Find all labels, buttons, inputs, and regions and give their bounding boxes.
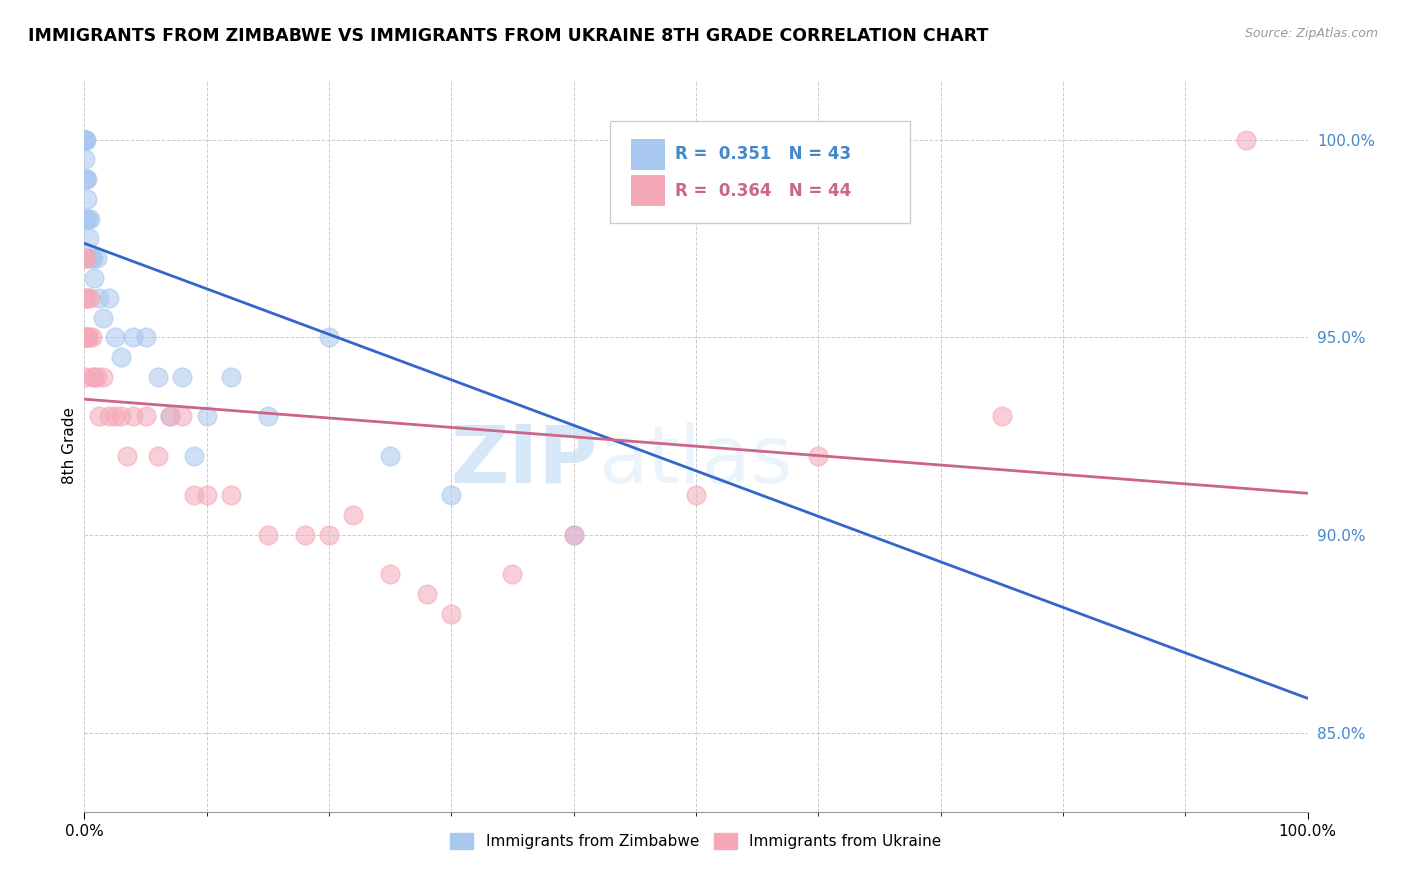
Point: [73, 132, 96, 146]
Point: [562, 528, 585, 542]
Point: [122, 409, 145, 424]
Point: [73, 251, 96, 265]
Point: [73, 369, 96, 384]
Point: [991, 409, 1014, 424]
Point: [146, 449, 169, 463]
Point: [73, 132, 96, 146]
Bar: [631, 139, 665, 169]
Point: [110, 350, 132, 364]
Point: [79, 291, 101, 305]
Point: [159, 409, 181, 424]
Point: [73, 251, 96, 265]
Point: [75, 251, 97, 265]
Point: [685, 488, 707, 502]
Point: [195, 409, 218, 424]
Point: [195, 488, 218, 502]
Point: [76, 211, 98, 226]
Point: [318, 528, 340, 542]
Point: [86, 251, 108, 265]
Point: [73, 172, 96, 186]
Point: [416, 587, 439, 601]
Point: [807, 449, 830, 463]
Point: [87, 291, 110, 305]
Point: [257, 409, 280, 424]
Point: [80, 330, 103, 344]
Point: [86, 369, 108, 384]
Point: [75, 172, 97, 186]
Point: [73, 153, 96, 167]
Point: [183, 488, 205, 502]
Text: Source: ZipAtlas.com: Source: ZipAtlas.com: [1244, 27, 1378, 40]
Point: [502, 567, 524, 582]
Point: [562, 528, 585, 542]
Text: atlas: atlas: [598, 422, 793, 500]
Text: R =  0.351   N = 43: R = 0.351 N = 43: [675, 145, 851, 163]
Point: [77, 211, 100, 226]
Point: [172, 369, 194, 384]
Point: [380, 449, 402, 463]
Point: [172, 409, 194, 424]
Point: [87, 409, 110, 424]
Point: [104, 330, 127, 344]
Point: [77, 251, 100, 265]
Point: [342, 508, 364, 523]
Text: ZIP: ZIP: [451, 422, 598, 500]
Point: [75, 132, 97, 146]
Point: [110, 409, 132, 424]
Point: [73, 132, 96, 146]
Point: [73, 132, 96, 146]
Point: [76, 330, 98, 344]
Point: [440, 488, 463, 502]
Point: [82, 251, 104, 265]
Point: [122, 330, 145, 344]
Point: [83, 271, 105, 285]
Point: [257, 528, 280, 542]
Point: [91, 310, 114, 325]
Point: [440, 607, 463, 621]
Point: [115, 449, 138, 463]
Point: [104, 409, 127, 424]
Point: [318, 330, 340, 344]
Point: [135, 330, 157, 344]
Point: [294, 528, 316, 542]
Point: [97, 409, 120, 424]
Point: [73, 132, 96, 146]
Point: [76, 291, 98, 305]
Point: [83, 369, 105, 384]
Legend: Immigrants from Zimbabwe, Immigrants from Ukraine: Immigrants from Zimbabwe, Immigrants fro…: [444, 827, 948, 855]
Bar: [631, 176, 665, 206]
Point: [73, 132, 96, 146]
Point: [146, 369, 169, 384]
Point: [183, 449, 205, 463]
Point: [97, 291, 120, 305]
Point: [77, 330, 100, 344]
Point: [380, 567, 402, 582]
Point: [76, 172, 98, 186]
Point: [159, 409, 181, 424]
Point: [73, 291, 96, 305]
Point: [80, 251, 103, 265]
Y-axis label: 8th Grade: 8th Grade: [62, 408, 77, 484]
Point: [79, 211, 101, 226]
Point: [1236, 132, 1258, 146]
Point: [77, 231, 100, 245]
Point: [76, 192, 98, 206]
Point: [73, 291, 96, 305]
Point: [75, 211, 97, 226]
Point: [219, 369, 242, 384]
Point: [135, 409, 157, 424]
Point: [747, 132, 769, 146]
Point: [82, 369, 104, 384]
FancyBboxPatch shape: [610, 120, 910, 223]
Point: [91, 369, 114, 384]
Point: [73, 132, 96, 146]
Point: [73, 330, 96, 344]
Point: [219, 488, 242, 502]
Text: R =  0.364   N = 44: R = 0.364 N = 44: [675, 182, 852, 200]
Text: IMMIGRANTS FROM ZIMBABWE VS IMMIGRANTS FROM UKRAINE 8TH GRADE CORRELATION CHART: IMMIGRANTS FROM ZIMBABWE VS IMMIGRANTS F…: [28, 27, 988, 45]
Point: [73, 132, 96, 146]
Point: [73, 330, 96, 344]
Point: [77, 330, 100, 344]
